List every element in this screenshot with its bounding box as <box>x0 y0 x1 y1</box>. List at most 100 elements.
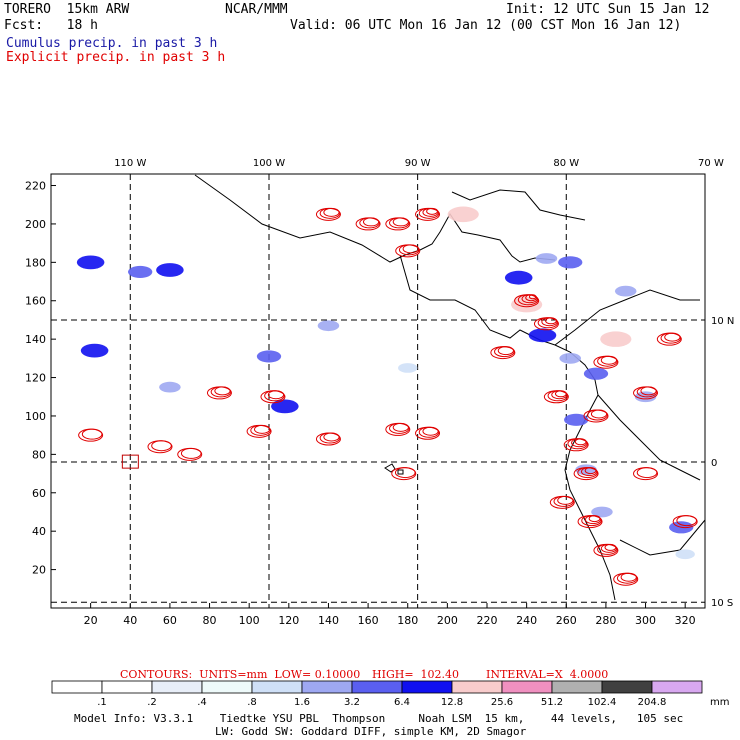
contour-interval: INTERVAL=X 4.0000 <box>486 668 609 681</box>
legend-cumulus: Cumulus precip. in past 3 h <box>6 36 218 51</box>
x-tick-label: 260 <box>556 614 577 627</box>
explicit-contour-ring <box>362 217 380 227</box>
y-tick-label: 60 <box>32 487 46 500</box>
cumulus-precip-cell <box>583 367 609 380</box>
explicit-precip-contour <box>593 543 619 557</box>
explicit-precip-contour <box>549 495 575 509</box>
explicit-contour-ring <box>151 440 172 452</box>
explicit-precip-contour <box>577 515 603 529</box>
cumulus-precip-cell <box>156 263 184 277</box>
colorbar-swatch <box>201 680 253 694</box>
y-tick-label: 40 <box>32 525 46 538</box>
legend-explicit: Explicit precip. in past 3 h <box>6 50 226 65</box>
explicit-precip-contour <box>260 390 286 404</box>
cumulus-precip-cell <box>159 381 181 393</box>
explicit-precip-contour <box>563 438 589 452</box>
colorbar-swatch <box>501 680 553 694</box>
explicit-precip-contour <box>514 294 540 308</box>
explicit-contour-ring <box>323 432 340 442</box>
explicit-precip-contour <box>672 515 698 529</box>
explicit-precip-contour <box>415 426 441 440</box>
explicit-contour-ring <box>588 515 601 523</box>
x-tick-label: 40 <box>123 614 137 627</box>
colorbar-label: .1 <box>97 697 107 708</box>
lon-label: 100 W <box>253 158 285 169</box>
x-tick-label: 160 <box>358 614 379 627</box>
colorbar-swatch <box>451 680 503 694</box>
explicit-precip-contour <box>355 217 381 231</box>
lat-label: 0 <box>711 458 717 469</box>
explicit-contour-ring <box>557 495 574 505</box>
explicit-contour-ring <box>267 390 285 400</box>
cumulus-precip-cell <box>317 320 340 332</box>
lon-label: 70 W <box>698 158 724 169</box>
explicit-contour-ring <box>81 428 103 440</box>
explicit-precip-contour <box>246 424 272 438</box>
explicit-precip-contour <box>583 409 609 423</box>
explicit-contour-ring <box>600 355 618 365</box>
colorbar-label: 12.8 <box>441 697 463 708</box>
explicit-contour-ring <box>554 390 567 398</box>
fcst-label: Fcst: 18 h <box>4 18 98 33</box>
footer-physics-info: LW: Godd SW: Goddard DIFF, simple KM, 2D… <box>215 725 527 738</box>
y-tick-label: 220 <box>25 180 46 193</box>
x-tick-label: 280 <box>595 614 616 627</box>
colorbar-swatch <box>601 680 653 694</box>
x-tick-label: 320 <box>675 614 696 627</box>
explicit-contour-ring <box>620 572 637 582</box>
colorbar-unit: mm <box>710 697 729 708</box>
colorbar-label: 204.8 <box>638 697 667 708</box>
cumulus-precip-cell <box>128 265 153 279</box>
explicit-precip-contour <box>633 386 659 400</box>
init-label: Init: 12 UTC Sun 15 Jan 12 <box>506 2 710 17</box>
colorbar-swatch <box>551 680 603 694</box>
cumulus-precip-cell <box>76 255 105 270</box>
explicit-contour-ring <box>574 438 587 446</box>
explicit-precip-contour <box>543 390 569 404</box>
explicit-contour-ring <box>590 409 608 419</box>
x-tick-label: 20 <box>84 614 98 627</box>
explicit-precip-contour <box>206 386 232 400</box>
explicit-precip-contour <box>633 467 659 481</box>
coastline-caribbean <box>554 289 700 346</box>
cumulus-precip-cell <box>256 350 282 363</box>
y-tick-label: 180 <box>25 256 46 269</box>
cumulus-precip-cell <box>559 352 581 364</box>
explicit-precip-contour <box>593 355 619 369</box>
cumulus-precip-cell <box>80 343 109 358</box>
x-tick-label: 220 <box>477 614 498 627</box>
explicit-contour-ring <box>180 447 202 459</box>
explicit-precip-contour <box>613 572 639 586</box>
lon-label: 90 W <box>405 158 431 169</box>
lon-label: 80 W <box>553 158 579 169</box>
explicit-contour-ring <box>676 515 697 527</box>
y-tick-label: 80 <box>32 448 46 461</box>
x-tick-label: 120 <box>278 614 299 627</box>
y-tick-label: 20 <box>32 564 46 577</box>
cumulus-precip-cell <box>504 270 533 285</box>
x-tick-label: 200 <box>437 614 458 627</box>
colorbar-swatch <box>401 680 453 694</box>
colorbar-label: 6.4 <box>394 697 410 708</box>
cumulus-precip-cell <box>591 506 613 518</box>
cumulus-precip-cell <box>564 413 589 426</box>
cumulus-precip-cell <box>600 331 632 347</box>
colorbar-label: 51.2 <box>541 697 563 708</box>
explicit-contour-ring <box>584 467 597 475</box>
explicit-precip-contour <box>395 244 421 258</box>
x-tick-label: 300 <box>635 614 656 627</box>
y-tick-label: 100 <box>25 410 46 423</box>
contour-high: HIGH= 102.40 <box>372 668 460 681</box>
explicit-contour-ring <box>394 467 416 479</box>
explicit-precip-contour <box>490 346 516 360</box>
y-tick-label: 140 <box>25 333 46 346</box>
plot-frame <box>50 173 706 609</box>
explicit-contour-ring <box>392 217 409 227</box>
colorbar-label: 102.4 <box>588 697 617 708</box>
footer-model-info: Model Info: V3.3.1 Tiedtke YSU PBL Thomp… <box>74 712 684 725</box>
explicit-precip-contour <box>415 207 441 221</box>
explicit-precip-contour <box>385 422 411 436</box>
explicit-precip-contour <box>78 428 104 442</box>
explicit-precip-contour <box>391 467 417 481</box>
y-tick-label: 200 <box>25 218 46 231</box>
